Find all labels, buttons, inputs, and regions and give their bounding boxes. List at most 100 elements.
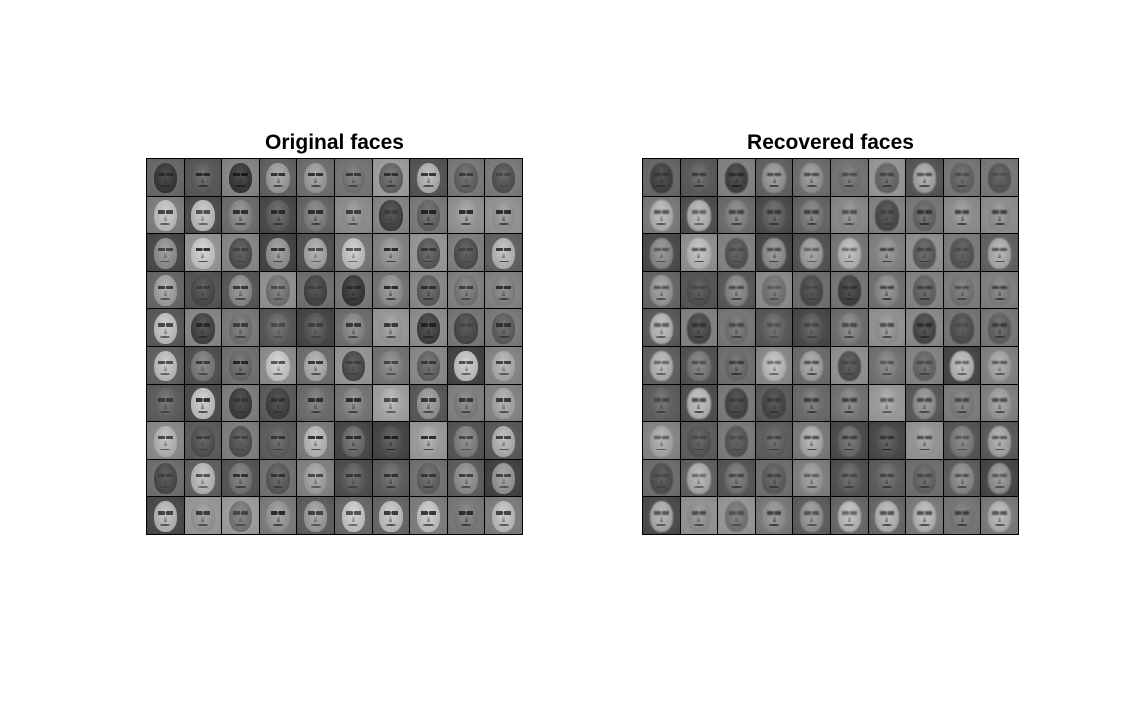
face-nose-shade [502, 176, 506, 184]
face-thumbnail [297, 384, 334, 422]
face-thumbnail [793, 384, 830, 422]
face-thumbnail [485, 497, 522, 534]
face-mouth-shade [310, 335, 321, 338]
face-nose-shade [351, 514, 355, 522]
face-thumbnail [680, 271, 718, 309]
face-nose-shade [502, 477, 506, 484]
face-mouth-shade [272, 260, 284, 263]
face-nose-shade [502, 364, 506, 372]
face-thumbnail [410, 309, 447, 346]
face-nose-shade [697, 176, 701, 184]
face-nose-shade [351, 402, 355, 409]
face-mouth-shade [693, 410, 705, 413]
face-mouth-shade [272, 185, 284, 188]
face-nose-shade [735, 214, 738, 221]
face-thumbnail [793, 497, 830, 534]
face-mouth-shade [235, 335, 246, 338]
face-thumbnail [830, 196, 868, 234]
face-thumbnail [981, 234, 1018, 271]
face-nose-shade [239, 477, 242, 484]
face-nose-shade [502, 289, 506, 296]
face-nose-shade [735, 402, 738, 409]
face-nose-shade [847, 402, 851, 409]
face-nose-shade [239, 402, 242, 409]
face-nose-shade [351, 176, 355, 184]
face-mouth-shade [731, 185, 742, 188]
face-nose-shade [810, 402, 814, 409]
face-thumbnail [372, 346, 410, 384]
face-nose-shade [735, 514, 738, 522]
face-thumbnail [680, 422, 718, 459]
face-mouth-shade [272, 410, 284, 413]
face-nose-shade [998, 402, 1002, 409]
face-nose-shade [389, 514, 393, 522]
face-mouth-shade [423, 448, 434, 451]
face-nose-shade [389, 289, 393, 296]
face-mouth-shade [881, 448, 893, 451]
face-thumbnail [718, 159, 755, 196]
face-thumbnail [793, 422, 830, 459]
face-mouth-shade [423, 486, 434, 488]
face-mouth-shade [310, 373, 321, 376]
face-thumbnail [718, 384, 755, 422]
face-nose-shade [464, 214, 468, 221]
face-thumbnail [906, 271, 943, 309]
face-thumbnail [297, 271, 334, 309]
face-nose-shade [923, 176, 926, 184]
face-mouth-shade [348, 448, 359, 451]
face-nose-shade [847, 514, 851, 522]
face-mouth-shade [844, 486, 855, 488]
face-mouth-shade [656, 523, 667, 526]
face-nose-shade [960, 364, 964, 372]
face-mouth-shade [272, 222, 284, 225]
face-mouth-shade [310, 448, 321, 451]
face-nose-shade [810, 214, 814, 221]
face-nose-shade [201, 214, 205, 221]
face-thumbnail [981, 271, 1018, 309]
face-mouth-shade [385, 335, 397, 338]
face-mouth-shade [423, 373, 434, 376]
face-thumbnail [906, 234, 943, 271]
face-nose-shade [464, 251, 468, 259]
face-nose-shade [960, 326, 964, 334]
face-thumbnail [830, 422, 868, 459]
face-mouth-shade [197, 486, 209, 488]
face-mouth-shade [385, 222, 397, 225]
face-mouth-shade [994, 222, 1005, 225]
face-nose-shade [697, 364, 701, 372]
face-nose-shade [923, 439, 926, 447]
face-mouth-shade [806, 448, 817, 451]
face-mouth-shade [806, 335, 817, 338]
face-mouth-shade [768, 222, 780, 225]
face-mouth-shade [235, 260, 246, 263]
face-mouth-shade [460, 410, 472, 413]
face-mouth-shade [844, 523, 855, 526]
face-mouth-shade [498, 298, 509, 300]
face-mouth-shade [348, 222, 359, 225]
face-thumbnail [830, 271, 868, 309]
face-thumbnail [184, 459, 222, 497]
face-nose-shade [163, 477, 167, 484]
face-mouth-shade [160, 222, 171, 225]
face-mouth-shade [272, 486, 284, 488]
face-nose-shade [960, 176, 964, 184]
face-nose-shade [314, 214, 318, 221]
face-nose-shade [659, 251, 663, 259]
face-mouth-shade [844, 222, 855, 225]
face-thumbnail [868, 271, 906, 309]
face-mouth-shade [197, 373, 209, 376]
face-thumbnail [943, 271, 981, 309]
face-mouth-shade [348, 486, 359, 488]
face-mouth-shade [956, 486, 968, 488]
face-mouth-shade [919, 448, 930, 451]
face-mouth-shade [348, 298, 359, 300]
face-mouth-shade [498, 260, 509, 263]
face-mouth-shade [272, 373, 284, 376]
face-mouth-shade [656, 222, 667, 225]
face-mouth-shade [656, 486, 667, 488]
face-mouth-shade [310, 410, 321, 413]
face-thumbnail [334, 422, 372, 459]
face-mouth-shade [385, 523, 397, 526]
face-mouth-shade [956, 373, 968, 376]
face-mouth-shade [423, 523, 434, 526]
